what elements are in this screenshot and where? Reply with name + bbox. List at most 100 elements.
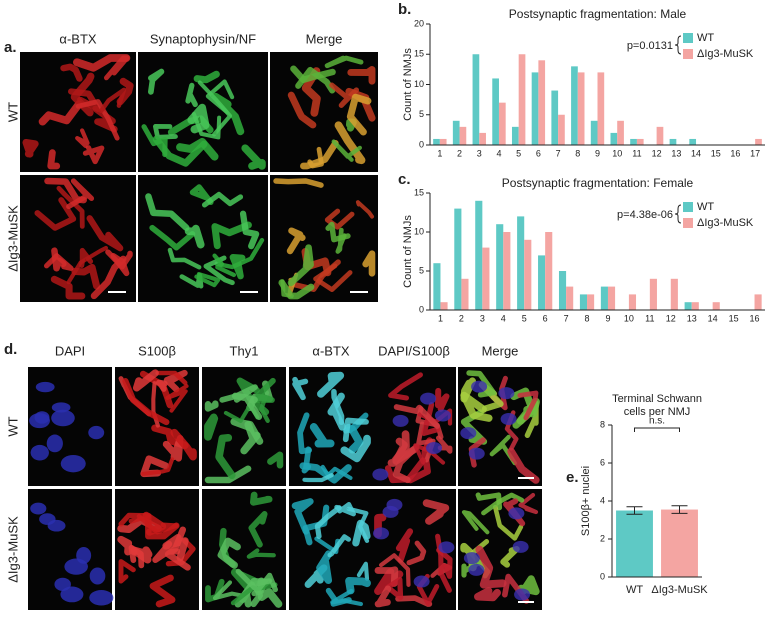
structure <box>122 378 170 426</box>
bar <box>461 278 469 310</box>
nucleus <box>463 552 480 565</box>
structure <box>291 498 314 535</box>
bar <box>754 294 762 310</box>
structure <box>51 247 67 272</box>
y-tick-label: 5 <box>419 109 424 119</box>
nucleus <box>89 589 114 606</box>
structure <box>155 370 188 386</box>
bar <box>669 138 677 145</box>
micrograph-content <box>205 491 283 608</box>
structure <box>105 249 133 270</box>
micrograph <box>270 175 378 302</box>
structure <box>287 91 317 129</box>
y-axis-label: Count of NMJs <box>402 48 414 121</box>
micrograph-content <box>373 498 455 608</box>
structure <box>204 465 252 484</box>
bar <box>454 208 462 310</box>
structure <box>235 568 278 594</box>
structure <box>194 272 221 288</box>
x-tick-label: 14 <box>708 313 718 323</box>
structure <box>212 253 237 278</box>
structure <box>203 255 235 286</box>
chart-title: Postsynaptic fragmentation: Female <box>502 176 694 190</box>
structure <box>118 559 136 584</box>
nucleus <box>438 541 455 554</box>
bar <box>577 72 585 145</box>
bar <box>670 278 678 310</box>
structure <box>249 491 273 506</box>
structure <box>327 534 352 558</box>
structure <box>466 370 497 398</box>
error-bar <box>626 506 643 515</box>
x-tick-label: 10 <box>612 148 622 158</box>
row-header: ΔIg3-MuSK <box>5 516 20 583</box>
x-tick-label: 5 <box>516 148 521 158</box>
column-header: Merge <box>482 343 519 358</box>
bar <box>691 302 699 310</box>
row-header: WT <box>5 102 20 122</box>
structure <box>292 376 309 401</box>
bar <box>558 114 565 145</box>
structure <box>167 247 202 270</box>
nucleus <box>60 454 86 473</box>
structure <box>47 149 61 170</box>
bar <box>571 66 578 145</box>
structure <box>421 402 441 436</box>
x-tick-label: 13 <box>687 313 697 323</box>
micrograph-content <box>204 377 284 484</box>
structure <box>374 585 392 608</box>
structure <box>362 250 376 277</box>
bar <box>459 126 467 145</box>
micrograph-content <box>117 511 196 608</box>
x-tick-label: 11 <box>632 148 641 158</box>
legend-label: ΔIg3-MuSK <box>697 48 754 60</box>
bar <box>558 271 567 310</box>
column-header: α-BTX <box>312 343 349 358</box>
structure <box>189 184 214 206</box>
bar <box>630 138 637 145</box>
structure <box>98 87 127 114</box>
nucleus <box>60 586 84 603</box>
bar <box>607 286 616 310</box>
structure <box>316 550 333 584</box>
y-tick-label: 2 <box>600 533 605 543</box>
structure <box>117 535 138 556</box>
structure <box>492 504 524 541</box>
structure <box>342 417 369 443</box>
x-tick-label: 7 <box>564 313 569 323</box>
legend-swatch <box>683 33 693 43</box>
bar <box>517 216 525 310</box>
structure <box>132 369 159 392</box>
structure <box>73 54 131 72</box>
structure <box>155 379 168 392</box>
structure <box>229 254 246 280</box>
micrograph-content <box>372 372 453 484</box>
structure <box>60 63 83 82</box>
structure <box>118 512 152 527</box>
structure <box>422 499 450 525</box>
x-tick-label: 6 <box>536 148 541 158</box>
structure <box>461 510 490 535</box>
x-tick-label: 17 <box>750 148 760 158</box>
x-tick-label: 10 <box>624 313 634 323</box>
x-tick-label: 9 <box>595 148 600 158</box>
structure <box>215 433 236 480</box>
nucleus <box>54 577 71 591</box>
bar <box>636 138 644 145</box>
structure <box>286 227 306 255</box>
bar <box>600 286 608 310</box>
structure <box>141 457 175 476</box>
structure <box>436 547 453 579</box>
significance-bracket <box>634 427 680 432</box>
y-tick-label: 6 <box>600 457 605 467</box>
x-tick-label: 1 <box>437 148 442 158</box>
bar <box>587 294 595 310</box>
y-axis-label: S100β+ nuclei <box>580 466 592 536</box>
nucleus <box>46 434 63 453</box>
legend-swatch <box>683 218 693 228</box>
structure <box>205 578 225 603</box>
bar <box>538 60 546 145</box>
y-tick-label: 15 <box>414 187 424 197</box>
structure <box>130 546 153 564</box>
chart-title: cells per NMJ <box>624 406 691 418</box>
